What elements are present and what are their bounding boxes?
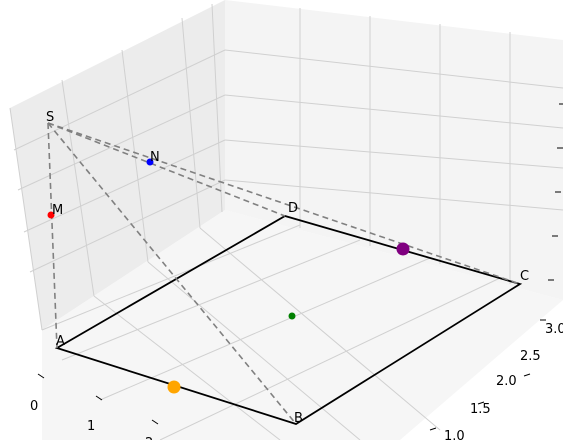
- x-tick-2: 2: [145, 436, 153, 440]
- edge-sc: [47, 122, 521, 285]
- label-n: N: [150, 150, 160, 165]
- back-wall-left: [10, 0, 225, 330]
- x-tick-0: 0: [30, 399, 38, 414]
- label-s: S: [46, 110, 54, 125]
- point-n: [146, 158, 154, 166]
- label-c: C: [520, 269, 529, 284]
- edge-sb: [47, 122, 297, 425]
- y-tick-1-5: 1.5: [470, 402, 491, 417]
- label-b: B: [294, 411, 303, 426]
- y-tick-2-0: 2.0: [496, 374, 517, 389]
- y-tick-2-5: 2.5: [520, 349, 541, 364]
- back-wall-right: [225, 0, 563, 300]
- edge-sd: [47, 122, 286, 217]
- label-m: M: [52, 203, 63, 218]
- x-tick-1: 1: [87, 419, 95, 434]
- grid-floor: [41, 224, 501, 440]
- lateral-edges: [47, 122, 521, 425]
- base-abcd: [54, 215, 523, 425]
- point-center: [288, 312, 296, 320]
- y-tick-1-0: 1.0: [444, 429, 465, 440]
- label-a: A: [56, 334, 65, 349]
- label-d: D: [288, 201, 298, 216]
- point-m: [47, 211, 55, 219]
- edge-sa: [47, 122, 58, 349]
- y-tick-3-0: 3.0: [545, 322, 563, 337]
- point-purple: [396, 242, 410, 256]
- grid-right-wall: [224, 8, 563, 284]
- axis-ticks: [37, 103, 563, 431]
- point-orange: [167, 380, 181, 394]
